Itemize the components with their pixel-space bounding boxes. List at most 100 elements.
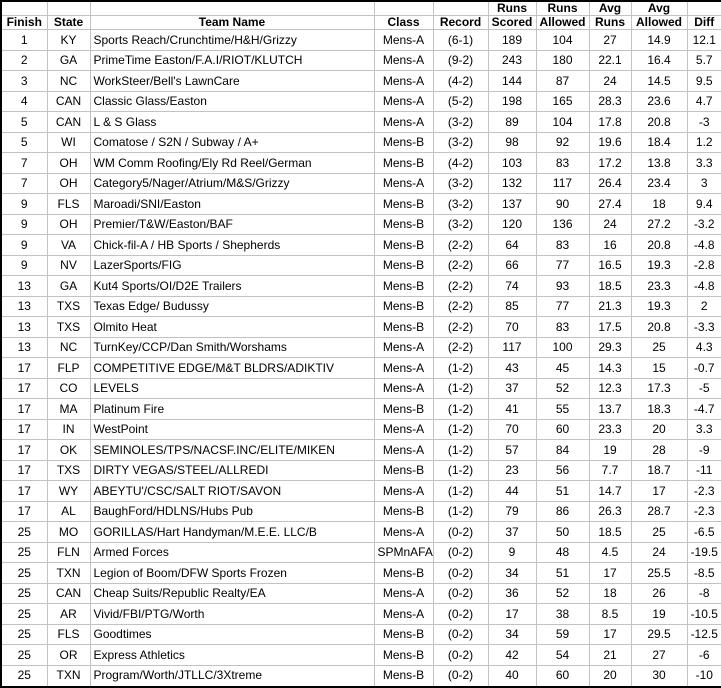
cell-diff: 9.5 — [686, 70, 721, 92]
cell-record: (1-2) — [432, 377, 489, 400]
cell-team-name: DIRTY VEGAS/STEEL/ALLREDI — [89, 459, 375, 482]
cell-avg-allowed: 25 — [630, 521, 688, 543]
cell-avg-allowed: 14.5 — [630, 70, 688, 92]
cell-diff: -6.5 — [686, 521, 721, 543]
cell-avg-runs: 21 — [588, 644, 632, 666]
cell-state: WI — [46, 131, 91, 154]
cell-state: TXN — [46, 664, 91, 688]
cell-finish: 25 — [0, 603, 48, 625]
cell-diff: 5.7 — [686, 49, 721, 72]
cell-class: Mens-B — [373, 295, 434, 318]
cell-class: Mens-B — [373, 316, 434, 338]
header-row-main: Finish State Team Name Class Record Scor… — [0, 15, 721, 31]
cell-class: Mens-A — [373, 377, 434, 400]
cell-state: AL — [46, 500, 91, 523]
cell-runs-allowed: 51 — [535, 480, 590, 502]
header-finish: Finish — [0, 15, 48, 31]
cell-finish: 2 — [0, 49, 48, 72]
cell-team-name: Category5/Nager/Atrium/M&S/Grizzy — [89, 172, 375, 195]
cell-record: (0-2) — [432, 562, 489, 584]
header-row-top: Runs Runs Avg Avg — [0, 0, 721, 17]
cell-team-name: Vivid/FBI/PTG/Worth — [89, 603, 375, 625]
cell-diff: -12.5 — [686, 623, 721, 646]
cell-diff: 1.2 — [686, 131, 721, 154]
table-row: 25 AR Vivid/FBI/PTG/Worth Mens-A (0-2) 17 38 8.… — [0, 603, 721, 625]
cell-team-name: Chick-fil-A / HB Sports / Shepherds — [89, 234, 375, 256]
cell-avg-allowed: 20.8 — [630, 316, 688, 338]
cell-finish: 17 — [0, 377, 48, 400]
cell-record: (3-2) — [432, 213, 489, 236]
cell-finish: 17 — [0, 357, 48, 379]
cell-runs-allowed: 86 — [535, 500, 590, 523]
cell-runs-scored: 243 — [487, 49, 537, 72]
cell-record: (0-2) — [432, 541, 489, 564]
cell-class: Mens-A — [373, 49, 434, 72]
cell-state: GA — [46, 275, 91, 297]
cell-state: CAN — [46, 582, 91, 605]
cell-avg-runs: 16.5 — [588, 254, 632, 277]
cell-avg-allowed: 27 — [630, 644, 688, 666]
cell-team-name: Olmito Heat — [89, 316, 375, 338]
cell-runs-allowed: 180 — [535, 49, 590, 72]
cell-state: FLP — [46, 357, 91, 379]
cell-class: Mens-B — [373, 623, 434, 646]
cell-runs-scored: 44 — [487, 480, 537, 502]
cell-class: Mens-B — [373, 562, 434, 584]
cell-team-name: Maroadi/SNI/Easton — [89, 193, 375, 215]
header-runs-allowed-top: Runs — [535, 0, 590, 17]
cell-runs-allowed: 83 — [535, 234, 590, 256]
cell-record: (0-2) — [432, 623, 489, 646]
cell-state: MA — [46, 398, 91, 420]
cell-runs-scored: 34 — [487, 562, 537, 584]
cell-class: Mens-A — [373, 336, 434, 359]
table-body: 1 KY Sports Reach/Crunchtime/H&H/Grizzy Men… — [0, 29, 721, 688]
cell-diff: 2 — [686, 295, 721, 318]
cell-class: Mens-B — [373, 213, 434, 236]
cell-record: (9-2) — [432, 49, 489, 72]
cell-team-name: WorkSteer/Bell's LawnCare — [89, 70, 375, 92]
cell-avg-runs: 14.3 — [588, 357, 632, 379]
cell-class: Mens-B — [373, 254, 434, 277]
cell-team-name: Comatose / S2N / Subway / A+ — [89, 131, 375, 154]
header-runs-allowed: Allowed — [535, 15, 590, 31]
header-diff: Diff — [686, 15, 721, 31]
cell-finish: 25 — [0, 562, 48, 584]
cell-avg-runs: 19.6 — [588, 131, 632, 154]
table-row: 25 CAN Cheap Suits/Republic Realty/EA Mens-… — [0, 582, 721, 605]
header-spacer-state — [46, 0, 91, 17]
header-team-name: Team Name — [89, 15, 375, 31]
cell-record: (1-2) — [432, 357, 489, 379]
cell-record: (1-2) — [432, 480, 489, 502]
cell-class: Mens-B — [373, 275, 434, 297]
cell-diff: 4.7 — [686, 90, 721, 113]
cell-record: (2-2) — [432, 234, 489, 256]
cell-runs-allowed: 77 — [535, 295, 590, 318]
cell-state: KY — [46, 29, 91, 51]
cell-runs-allowed: 60 — [535, 418, 590, 441]
cell-team-name: Sports Reach/Crunchtime/H&H/Grizzy — [89, 29, 375, 51]
cell-avg-runs: 23.3 — [588, 418, 632, 441]
cell-class: Mens-A — [373, 418, 434, 441]
cell-avg-runs: 12.3 — [588, 377, 632, 400]
table-row: 13 GA Kut4 Sports/OI/D2E Trailers Mens-B (2-… — [0, 275, 721, 297]
cell-state: TXS — [46, 295, 91, 318]
cell-avg-runs: 26.4 — [588, 172, 632, 195]
header-runs-scored: Scored — [487, 15, 537, 31]
table-row: 2 GA PrimeTime Easton/F.A.I/RIOT/KLUTCH Men… — [0, 49, 721, 72]
cell-avg-runs: 4.5 — [588, 541, 632, 564]
cell-runs-allowed: 48 — [535, 541, 590, 564]
table-row: 17 TXS DIRTY VEGAS/STEEL/ALLREDI Mens-B (1-2… — [0, 459, 721, 482]
cell-avg-allowed: 15 — [630, 357, 688, 379]
cell-finish: 5 — [0, 111, 48, 133]
cell-avg-allowed: 17.3 — [630, 377, 688, 400]
cell-class: Mens-B — [373, 234, 434, 256]
cell-runs-allowed: 51 — [535, 562, 590, 584]
cell-record: (2-2) — [432, 275, 489, 297]
cell-avg-runs: 17 — [588, 562, 632, 584]
cell-runs-scored: 37 — [487, 377, 537, 400]
cell-runs-scored: 37 — [487, 521, 537, 543]
cell-avg-allowed: 24 — [630, 541, 688, 564]
cell-diff: -2.3 — [686, 500, 721, 523]
cell-avg-allowed: 25.5 — [630, 562, 688, 584]
